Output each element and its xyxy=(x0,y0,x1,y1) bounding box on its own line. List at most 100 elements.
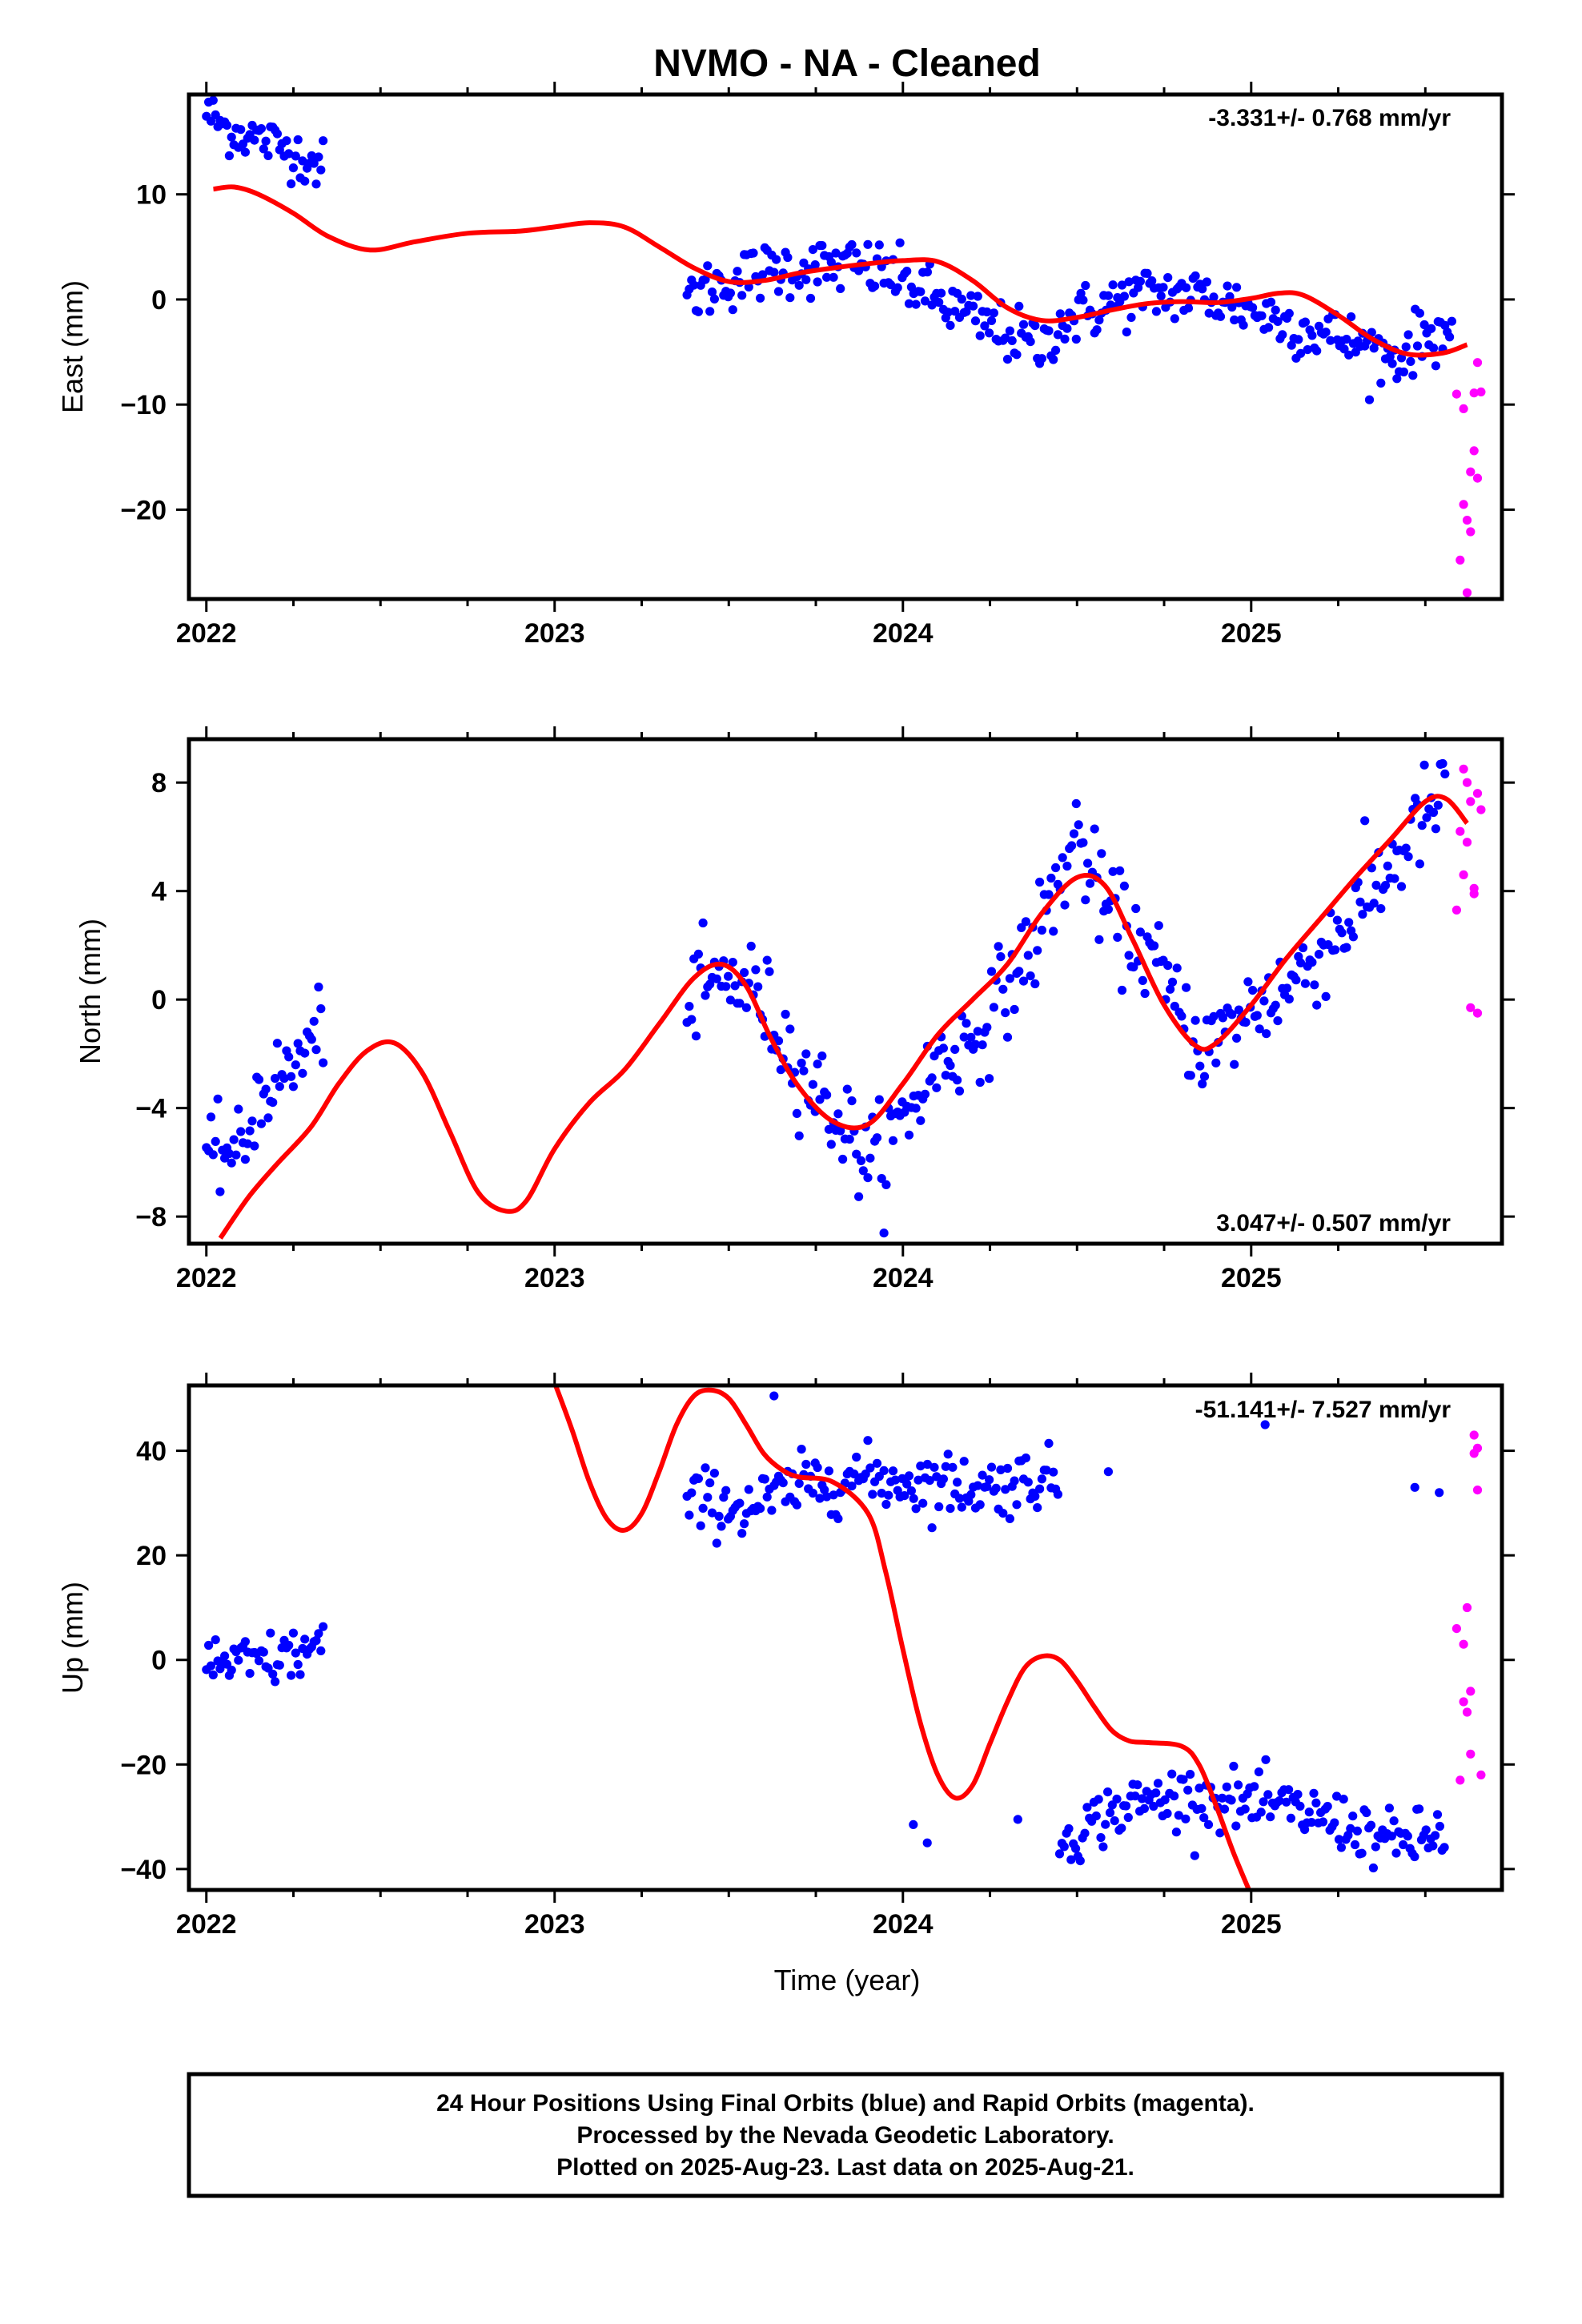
east-final-point xyxy=(810,260,820,270)
up-final-point xyxy=(922,1838,932,1848)
north-ytick-label: −4 xyxy=(135,1094,167,1124)
up-final-point xyxy=(760,1474,769,1484)
north-axes: 2022 2023 2024 2025 8 4 0 −4 −8 xyxy=(135,726,1515,1293)
north-final-point xyxy=(1191,1015,1200,1025)
up-final-point xyxy=(934,1502,944,1512)
east-final-point xyxy=(733,267,742,276)
east-final-point xyxy=(886,280,896,290)
up-final-point xyxy=(1054,1849,1065,1859)
north-final-point xyxy=(1035,877,1045,887)
up-final-point xyxy=(1250,1782,1259,1791)
up-final-point xyxy=(861,1470,870,1479)
up-final-point xyxy=(1410,1482,1419,1492)
east-final-point xyxy=(1135,276,1145,286)
north-final-point xyxy=(231,1150,241,1160)
north-final-point xyxy=(1002,1032,1013,1042)
north-final-point xyxy=(728,958,737,967)
up-final-point xyxy=(737,1529,747,1538)
north-final-point xyxy=(1117,985,1127,995)
east-final-point xyxy=(701,275,710,284)
north-final-point xyxy=(1348,932,1358,942)
up-final-point xyxy=(824,1466,833,1476)
north-final-point xyxy=(1310,980,1319,990)
east-ytick-label: −20 xyxy=(120,495,167,525)
north-final-point xyxy=(1140,988,1150,999)
north-final-point xyxy=(1371,880,1381,890)
up-final-point xyxy=(792,1500,802,1510)
up-final-point xyxy=(744,1485,753,1494)
up-final-point xyxy=(1203,1819,1214,1829)
north-final-point xyxy=(293,1039,303,1048)
north-final-point xyxy=(1230,1059,1239,1069)
up-final-point xyxy=(829,1490,838,1500)
up-final-point xyxy=(1219,1804,1230,1814)
east-rapid-point xyxy=(1459,500,1468,509)
north-final-point xyxy=(842,1084,852,1094)
up-final-point xyxy=(735,1498,745,1508)
east-final-point xyxy=(1051,345,1061,355)
east-final-point xyxy=(314,152,323,162)
north-final-point xyxy=(1172,963,1182,973)
up-frame xyxy=(187,1383,1504,1892)
east-final-point xyxy=(1026,337,1035,347)
north-final-point xyxy=(776,1065,785,1075)
east-final-point xyxy=(749,248,758,258)
east-rapid-point xyxy=(1472,358,1483,368)
north-final-point xyxy=(1255,1024,1264,1034)
north-final-point xyxy=(1138,975,1147,985)
up-final-point xyxy=(1334,1835,1344,1844)
up-final-point xyxy=(762,1492,772,1502)
north-final-point xyxy=(1062,861,1072,871)
north-final-point xyxy=(1271,1000,1280,1010)
up-final-point xyxy=(698,1503,708,1513)
up-final-point xyxy=(1133,1780,1142,1790)
up-final-point xyxy=(314,1629,323,1638)
east-final-point xyxy=(693,307,704,316)
north-final-point xyxy=(781,1009,790,1019)
north-final-point xyxy=(797,1058,806,1068)
east-rate-label: -3.331+/- 0.768 mm/yr xyxy=(1208,105,1451,131)
east-xtick-label: 2022 xyxy=(176,618,237,649)
up-xtick-label: 2025 xyxy=(1221,1909,1282,1940)
north-final-point xyxy=(1103,904,1113,915)
up-rapid-point xyxy=(1462,1707,1472,1717)
east-final-point xyxy=(982,307,992,317)
east-final-point xyxy=(1126,312,1136,322)
east-final-point xyxy=(1005,326,1014,336)
east-final-point xyxy=(250,135,259,145)
north-final-point xyxy=(826,1140,836,1149)
up-final-point xyxy=(1049,1467,1058,1477)
up-final-point xyxy=(1284,1785,1294,1795)
north-final-point xyxy=(1166,984,1175,994)
north-final-point xyxy=(1248,986,1258,995)
east-final-point xyxy=(240,147,250,157)
north-final-point xyxy=(920,1089,930,1099)
up-final-point xyxy=(797,1445,806,1454)
east-final-point xyxy=(1347,312,1356,322)
up-xtick-label: 2024 xyxy=(873,1909,934,1940)
footer-line-2: Processed by the Nevada Geodetic Laborat… xyxy=(576,2122,1114,2149)
north-final-point xyxy=(1380,881,1391,891)
north-final-point xyxy=(852,1149,861,1159)
east-final-point xyxy=(895,238,905,247)
east-final-point xyxy=(757,270,768,279)
up-final-point xyxy=(1387,1831,1396,1841)
north-final-point xyxy=(1369,899,1379,908)
up-final-point xyxy=(316,1646,326,1655)
up-final-point xyxy=(1435,1821,1444,1831)
east-final-point xyxy=(1239,320,1248,330)
north-final-point xyxy=(1046,873,1056,883)
east-final-point xyxy=(263,151,273,160)
up-final-point xyxy=(833,1514,843,1523)
east-final-point xyxy=(920,296,930,306)
east-final-point xyxy=(1081,280,1090,291)
east-final-point xyxy=(847,239,857,250)
east-final-point xyxy=(1182,283,1191,292)
up-final-point xyxy=(1231,1821,1241,1831)
up-final-point xyxy=(1005,1514,1014,1523)
north-final-point xyxy=(291,1060,300,1070)
north-final-point xyxy=(1069,829,1079,838)
north-final-point xyxy=(985,1074,994,1084)
up-final-point xyxy=(1254,1767,1263,1777)
north-final-point xyxy=(1415,859,1424,869)
